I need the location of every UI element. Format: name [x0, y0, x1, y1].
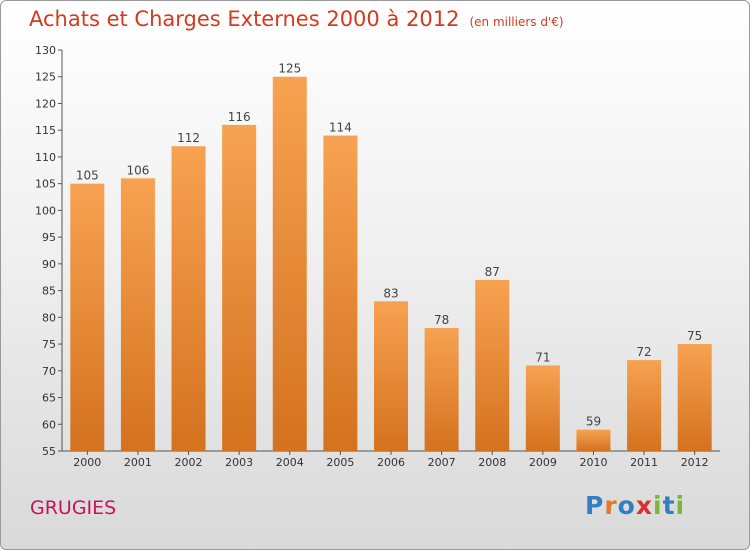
bar-value-label: 116 — [228, 110, 251, 124]
bar — [677, 344, 712, 451]
chart-title: Achats et Charges Externes 2000 à 2012 (e… — [29, 7, 564, 31]
bar-value-label: 75 — [687, 329, 702, 343]
bar — [627, 360, 662, 451]
brand-letter: i — [653, 491, 663, 520]
y-tick-label: 55 — [42, 445, 56, 458]
brand-letter: i — [675, 491, 686, 520]
bar-value-label: 125 — [278, 62, 301, 76]
bar — [222, 124, 257, 451]
bar — [272, 76, 307, 451]
bar-value-label: 72 — [636, 345, 651, 359]
brand-letter: r — [604, 491, 618, 520]
bar — [70, 183, 105, 451]
x-tick-label: 2004 — [276, 456, 304, 469]
x-tick-label: 2010 — [579, 456, 607, 469]
brand-letter: P — [585, 491, 605, 520]
bar-value-label: 71 — [535, 350, 550, 364]
y-tick-label: 85 — [42, 285, 56, 298]
bar — [576, 429, 611, 451]
y-tick-label: 130 — [35, 44, 56, 57]
brand-letter: x — [635, 491, 653, 520]
bar-value-label: 105 — [76, 169, 99, 183]
x-tick-label: 2008 — [478, 456, 506, 469]
chart-subtitle: (en milliers d'€) — [469, 15, 564, 29]
bar-value-label: 114 — [329, 121, 352, 135]
bar — [475, 279, 510, 451]
x-tick-label: 2007 — [428, 456, 456, 469]
bar-value-label: 83 — [383, 286, 398, 300]
y-tick-label: 65 — [42, 392, 56, 405]
y-tick-label: 60 — [42, 418, 56, 431]
x-tick-label: 2011 — [630, 456, 658, 469]
town-name: GRUGIES — [30, 497, 117, 519]
y-tick-label: 105 — [35, 178, 56, 191]
x-tick-label: 2002 — [175, 456, 203, 469]
x-tick-label: 2003 — [225, 456, 253, 469]
y-tick-label: 110 — [35, 151, 56, 164]
x-tick-label: 2009 — [529, 456, 557, 469]
y-tick-label: 120 — [35, 97, 56, 110]
y-tick-label: 80 — [42, 311, 56, 324]
y-tick-label: 115 — [35, 124, 56, 137]
x-tick-label: 2012 — [681, 456, 709, 469]
y-tick-label: 70 — [42, 365, 56, 378]
bar — [525, 365, 560, 451]
x-tick-label: 2005 — [326, 456, 354, 469]
y-tick-label: 75 — [42, 338, 56, 351]
bar — [374, 301, 408, 451]
chart-title-text: Achats et Charges Externes 2000 à 2012 — [29, 7, 460, 31]
y-tick-label: 95 — [42, 231, 56, 244]
x-tick-label: 2001 — [124, 456, 152, 469]
y-tick-label: 125 — [35, 71, 56, 84]
bar — [323, 135, 358, 451]
bar-value-label: 106 — [126, 163, 149, 177]
x-tick-label: 2000 — [73, 456, 101, 469]
bar-value-label: 78 — [434, 313, 449, 327]
bar — [424, 328, 459, 451]
brand-letter: t — [662, 491, 676, 520]
bar-value-label: 87 — [485, 265, 500, 279]
brand-letter: o — [617, 491, 636, 520]
y-tick-label: 100 — [35, 204, 56, 217]
bar-value-label: 112 — [177, 131, 200, 145]
bar — [120, 178, 155, 451]
bar — [171, 146, 206, 452]
x-tick-label: 2006 — [377, 456, 405, 469]
y-tick-label: 90 — [42, 258, 56, 271]
bar-value-label: 59 — [586, 415, 601, 429]
brand-logo: Proxiti — [585, 491, 685, 520]
